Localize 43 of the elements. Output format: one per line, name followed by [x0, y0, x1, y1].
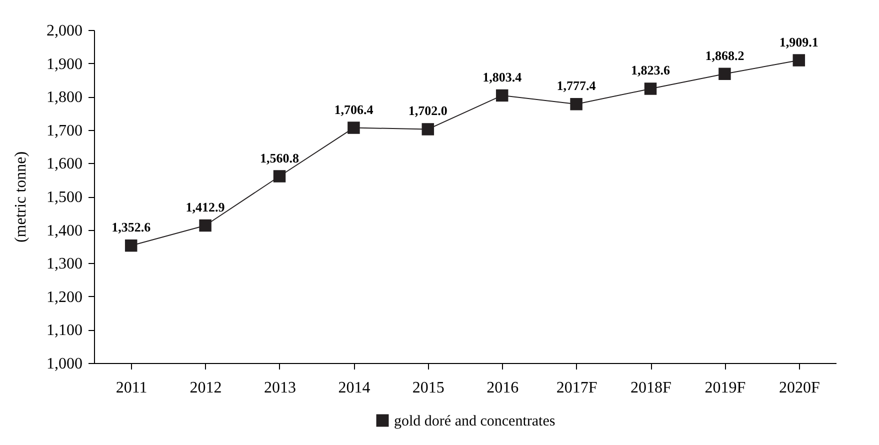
x-tick-label: 2012 — [190, 380, 222, 396]
point — [792, 54, 806, 66]
x-tick-label: 2011 — [116, 380, 148, 396]
y-tick-label: 1,600 — [46, 156, 82, 173]
data-label: 1,777.4 — [556, 78, 596, 94]
y-tick-label: 1,100 — [46, 322, 82, 340]
y-tick-label: 1,300 — [46, 256, 82, 273]
point — [124, 239, 138, 252]
x-tick-label: 2020F — [778, 380, 820, 396]
data-label: 1,823.6 — [631, 62, 670, 78]
y-tick-label: 1,200 — [46, 288, 82, 306]
data-label: 1,352.6 — [112, 220, 152, 235]
point — [273, 170, 286, 182]
point — [644, 82, 657, 95]
data-label: 1,706.4 — [334, 102, 374, 117]
y-tick-label: 2,000 — [46, 22, 82, 40]
x-tick-label: 2018F — [630, 380, 672, 396]
data-label: 1,803.4 — [482, 69, 522, 84]
data-label: 1,868.2 — [705, 48, 744, 63]
x-tick-label: 2016 — [486, 380, 519, 396]
y-tick-label: 1,900 — [46, 56, 82, 73]
y-tick-label: 1,500 — [46, 189, 82, 206]
point — [348, 122, 360, 134]
x-tick-label: 2015 — [412, 380, 444, 396]
y-tick-label: 1,400 — [46, 222, 82, 240]
data-label: 1,412.9 — [186, 200, 226, 215]
data-label: 1,560.8 — [260, 150, 300, 166]
data-label: 1,702.0 — [408, 103, 448, 118]
y-tick-label: 1,800 — [46, 89, 82, 106]
y-tick-label: 1,700 — [46, 122, 82, 140]
x-tick-label: 2013 — [264, 380, 296, 396]
x-tick-label: 2014 — [338, 380, 370, 396]
point — [718, 68, 731, 80]
point — [199, 219, 212, 232]
point — [422, 123, 434, 136]
y-tick-label: 1,000 — [46, 356, 82, 372]
data-label: 1,909.1 — [779, 34, 818, 50]
point — [496, 89, 508, 102]
y-axis-title: (metric tonne) — [12, 151, 30, 243]
x-tick-label: 2019F — [704, 380, 746, 396]
legend-label: gold doré and concentrates — [394, 414, 556, 430]
point — [570, 98, 582, 110]
x-tick-label: 2017F — [556, 380, 598, 396]
